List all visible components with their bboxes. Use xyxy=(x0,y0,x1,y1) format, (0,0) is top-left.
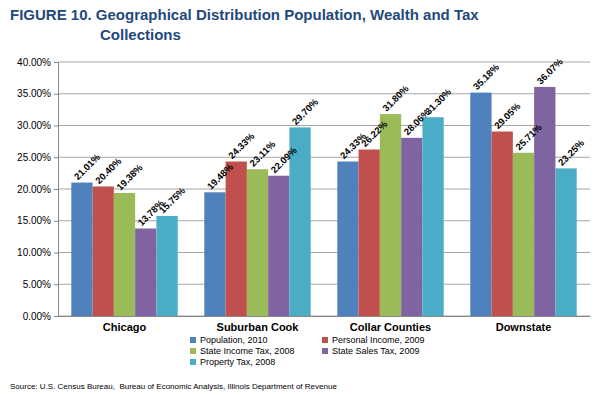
bar xyxy=(93,186,114,316)
x-tick: Suburban Cook xyxy=(217,321,300,333)
y-tick-label: 25.00% xyxy=(17,152,51,163)
bar xyxy=(555,168,576,316)
bar xyxy=(135,228,156,316)
data-label: 19.38% xyxy=(114,161,145,192)
bar xyxy=(337,162,358,316)
legend-label: Population, 2010 xyxy=(200,335,268,345)
grid-line xyxy=(58,125,590,126)
y-tick-mark xyxy=(54,62,58,63)
annotation: Source: U.S. Census Bureau, Bureau of Ec… xyxy=(10,382,337,391)
y-tick: 30.00% xyxy=(17,120,58,131)
data-label: 29.05% xyxy=(492,100,523,131)
x-axis: Chicago Suburban Cook Collar Counties Downs… xyxy=(59,317,591,334)
title: FIGURE 10. Geographical Distribution Pop… xyxy=(10,6,479,43)
legend-item: Property Tax, 2008 xyxy=(190,357,275,367)
y-tick-mark xyxy=(54,94,58,95)
grid xyxy=(58,62,590,316)
bar xyxy=(492,132,513,316)
grid-line xyxy=(58,93,590,94)
data-label: 22.09% xyxy=(268,144,299,175)
y-axis: 0.00% 5.00% 10.00% 15.00% 20.00% 25.00% 30.00%… xyxy=(17,57,58,322)
legend-swatch xyxy=(322,348,328,354)
y-tick: 5.00% xyxy=(23,279,58,290)
data-label: 26.22% xyxy=(359,118,390,149)
y-tick-label: 30.00% xyxy=(17,120,51,131)
legend-label: Property Tax, 2008 xyxy=(200,357,275,367)
legend-label: State Income Tax, 2008 xyxy=(200,346,294,356)
y-tick-mark xyxy=(54,284,58,285)
grid-line xyxy=(58,62,590,63)
x-tick: Collar Counties xyxy=(350,321,431,333)
y-tick-label: 0.00% xyxy=(23,311,51,322)
legend-item: Population, 2010 xyxy=(190,335,268,345)
y-tick-label: 5.00% xyxy=(23,279,51,290)
data-label: 31.80% xyxy=(380,83,411,114)
data-label: 19.48% xyxy=(205,161,236,192)
bar xyxy=(226,162,247,316)
y-tick: 10.00% xyxy=(17,247,58,258)
y-tick: 15.00% xyxy=(17,215,58,226)
y-tick-label: 40.00% xyxy=(17,57,51,68)
data-label: 15.75% xyxy=(157,184,188,215)
y-tick-mark xyxy=(54,253,58,254)
data-label: 31.30% xyxy=(423,86,454,117)
y-tick-mark xyxy=(54,221,58,222)
legend-item: State Income Tax, 2008 xyxy=(190,346,294,356)
data-label: 25.71% xyxy=(513,121,544,152)
y-tick-label: 10.00% xyxy=(17,247,51,258)
y-tick: 25.00% xyxy=(17,152,58,163)
bars xyxy=(71,87,576,316)
y-tick-mark xyxy=(54,316,58,317)
legend-label: State Sales Tax, 2009 xyxy=(332,346,419,356)
x-axis-line xyxy=(59,316,591,317)
bar xyxy=(114,193,135,316)
x-tick: Downstate xyxy=(496,321,552,333)
bar xyxy=(204,192,225,316)
bar xyxy=(470,93,491,316)
y-tick: 40.00% xyxy=(17,57,58,68)
data-label: 35.18% xyxy=(471,61,502,92)
bar xyxy=(359,150,380,316)
x-tick-label: Suburban Cook xyxy=(217,321,300,333)
legend-swatch xyxy=(322,337,328,343)
y-tick: 35.00% xyxy=(17,88,58,99)
bar xyxy=(534,87,555,316)
bar xyxy=(513,153,534,316)
y-tick-label: 15.00% xyxy=(17,215,51,226)
x-tick-label: Collar Counties xyxy=(350,321,431,333)
bar xyxy=(268,176,289,316)
data-label: 36.07% xyxy=(534,55,565,86)
legend-swatch xyxy=(190,359,196,365)
legend-swatch xyxy=(190,348,196,354)
chart: FIGURE 10. Geographical Distribution Pop… xyxy=(0,0,600,395)
legend-swatch xyxy=(190,337,196,343)
data-labels: 21.01%19.48%24.33%35.18%20.40%24.33%26.2… xyxy=(72,55,587,227)
bar xyxy=(156,216,177,316)
legend: Population, 2010Personal Income, 2009Sta… xyxy=(190,335,425,367)
bar xyxy=(422,117,443,316)
y-tick-mark xyxy=(54,126,58,127)
legend-item: Personal Income, 2009 xyxy=(322,335,425,345)
y-axis-line xyxy=(54,63,59,317)
y-tick-mark xyxy=(54,189,58,190)
bar xyxy=(401,138,422,316)
x-tick-label: Downstate xyxy=(496,321,552,333)
data-label: 29.70% xyxy=(290,96,321,127)
y-tick: 0.00% xyxy=(23,311,58,322)
y-tick: 20.00% xyxy=(17,184,58,195)
legend-item: State Sales Tax, 2009 xyxy=(322,346,419,356)
bar xyxy=(380,114,401,316)
x-tick-label: Chicago xyxy=(103,321,147,333)
x-tick: Chicago xyxy=(103,321,147,333)
y-tick-label: 20.00% xyxy=(17,184,51,195)
y-tick-label: 35.00% xyxy=(17,88,51,99)
y-tick-mark xyxy=(54,157,58,158)
bar xyxy=(71,183,92,316)
data-label: 23.25% xyxy=(556,137,587,168)
legend-label: Personal Income, 2009 xyxy=(332,335,425,345)
bar xyxy=(247,169,268,316)
